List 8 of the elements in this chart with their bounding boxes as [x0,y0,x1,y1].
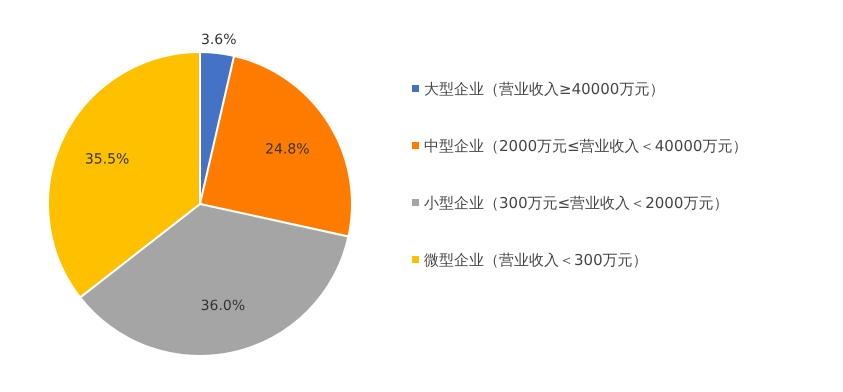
legend-label: 小型企业（300万元≤营业收入＜2000万元） [424,194,728,212]
legend-label: 中型企业（2000万元≤营业收入＜40000万元） [424,137,748,155]
data-label: 36.0% [200,298,246,314]
data-label: 24.8% [265,142,310,158]
legend-label: 大型企业（营业收入≥40000万元） [424,80,664,98]
data-label: 35.5% [84,152,130,168]
legend-label: 微型企业（营业收入＜300万元） [424,251,648,269]
data-label: 3.6% [200,32,237,48]
